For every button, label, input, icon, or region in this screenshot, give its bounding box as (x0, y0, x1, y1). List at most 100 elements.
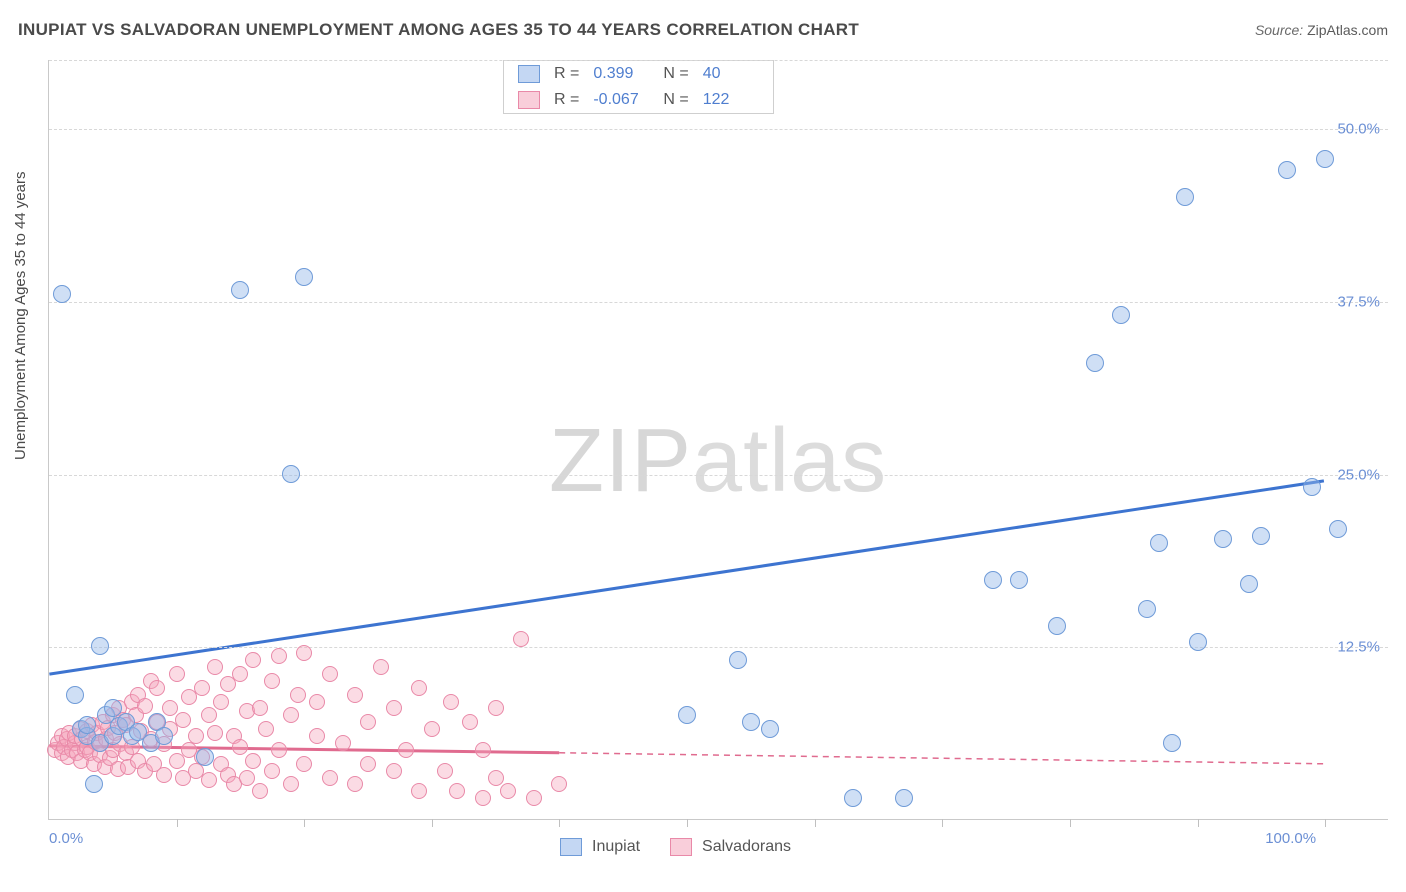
data-point-blue (1329, 520, 1347, 538)
data-point-blue (1303, 478, 1321, 496)
data-point-pink (526, 790, 542, 806)
data-point-pink (271, 648, 287, 664)
trend-line (559, 753, 1324, 764)
trend-line (49, 481, 1324, 674)
data-point-pink (411, 783, 427, 799)
chart-title: INUPIAT VS SALVADORAN UNEMPLOYMENT AMONG… (18, 20, 859, 40)
source-label: Source: (1255, 22, 1303, 38)
data-point-pink (252, 700, 268, 716)
swatch-blue (560, 838, 582, 856)
gridline-h (49, 60, 1388, 61)
data-point-pink (283, 707, 299, 723)
legend-item-inupiat: Inupiat (560, 838, 640, 856)
data-point-blue (1150, 534, 1168, 552)
data-point-blue (231, 281, 249, 299)
data-point-pink (551, 776, 567, 792)
r-label: R = (554, 91, 579, 109)
n-value-pink: 122 (703, 91, 759, 109)
data-point-pink (347, 687, 363, 703)
data-point-blue (984, 571, 1002, 589)
x-tick (687, 819, 688, 827)
data-point-blue (85, 775, 103, 793)
y-tick-label: 25.0% (1337, 466, 1380, 483)
data-point-pink (156, 767, 172, 783)
data-point-blue (91, 637, 109, 655)
gridline-h (49, 302, 1388, 303)
data-point-pink (373, 659, 389, 675)
stats-box: R = 0.399 N = 40 R = -0.067 N = 122 (503, 60, 774, 114)
data-point-pink (258, 721, 274, 737)
data-point-pink (201, 772, 217, 788)
data-point-pink (137, 698, 153, 714)
data-point-pink (398, 742, 414, 758)
data-point-blue (1252, 527, 1270, 545)
data-point-pink (424, 721, 440, 737)
data-point-pink (207, 659, 223, 675)
data-point-pink (437, 763, 453, 779)
legend-label: Salvadorans (702, 838, 791, 856)
data-point-pink (245, 652, 261, 668)
header: INUPIAT VS SALVADORAN UNEMPLOYMENT AMONG… (18, 20, 1388, 40)
data-point-pink (239, 770, 255, 786)
gridline-h (49, 475, 1388, 476)
data-point-blue (295, 268, 313, 286)
n-value-blue: 40 (703, 65, 759, 83)
data-point-pink (149, 680, 165, 696)
x-tick (1198, 819, 1199, 827)
data-point-pink (386, 700, 402, 716)
data-point-blue (742, 713, 760, 731)
x-tick (177, 819, 178, 827)
data-point-blue (1176, 188, 1194, 206)
data-point-pink (322, 666, 338, 682)
stats-row-blue: R = 0.399 N = 40 (504, 61, 773, 87)
data-point-pink (500, 783, 516, 799)
gridline-h (49, 129, 1388, 130)
data-point-blue (1010, 571, 1028, 589)
y-tick-label: 12.5% (1337, 639, 1380, 656)
data-point-blue (78, 716, 96, 734)
data-point-pink (169, 666, 185, 682)
data-point-blue (729, 651, 747, 669)
data-point-pink (283, 776, 299, 792)
r-label: R = (554, 65, 579, 83)
r-value-blue: 0.399 (593, 65, 649, 83)
data-point-pink (488, 700, 504, 716)
data-point-pink (232, 739, 248, 755)
data-point-blue (678, 706, 696, 724)
x-tick-label: 100.0% (1265, 830, 1316, 847)
data-point-pink (347, 776, 363, 792)
data-point-pink (290, 687, 306, 703)
data-point-pink (252, 783, 268, 799)
data-point-pink (475, 790, 491, 806)
data-point-pink (169, 753, 185, 769)
source-attribution: Source: ZipAtlas.com (1255, 22, 1388, 38)
data-point-blue (1048, 617, 1066, 635)
data-point-pink (462, 714, 478, 730)
x-tick (1325, 819, 1326, 827)
data-point-pink (264, 673, 280, 689)
data-point-pink (360, 714, 376, 730)
data-point-blue (1189, 633, 1207, 651)
data-point-pink (449, 783, 465, 799)
x-tick (432, 819, 433, 827)
data-point-pink (232, 666, 248, 682)
data-point-pink (443, 694, 459, 710)
data-point-pink (271, 742, 287, 758)
data-point-pink (296, 756, 312, 772)
data-point-pink (360, 756, 376, 772)
stats-row-pink: R = -0.067 N = 122 (504, 87, 773, 113)
data-point-pink (201, 707, 217, 723)
legend: Inupiat Salvadorans (560, 838, 791, 856)
data-point-pink (194, 680, 210, 696)
data-point-pink (475, 742, 491, 758)
source-value: ZipAtlas.com (1307, 22, 1388, 38)
data-point-pink (264, 763, 280, 779)
legend-label: Inupiat (592, 838, 640, 856)
data-point-blue (1163, 734, 1181, 752)
data-point-blue (155, 727, 173, 745)
data-point-pink (513, 631, 529, 647)
y-tick-label: 37.5% (1337, 293, 1380, 310)
data-point-blue (196, 748, 214, 766)
data-point-pink (245, 753, 261, 769)
x-tick-label: 0.0% (49, 830, 83, 847)
